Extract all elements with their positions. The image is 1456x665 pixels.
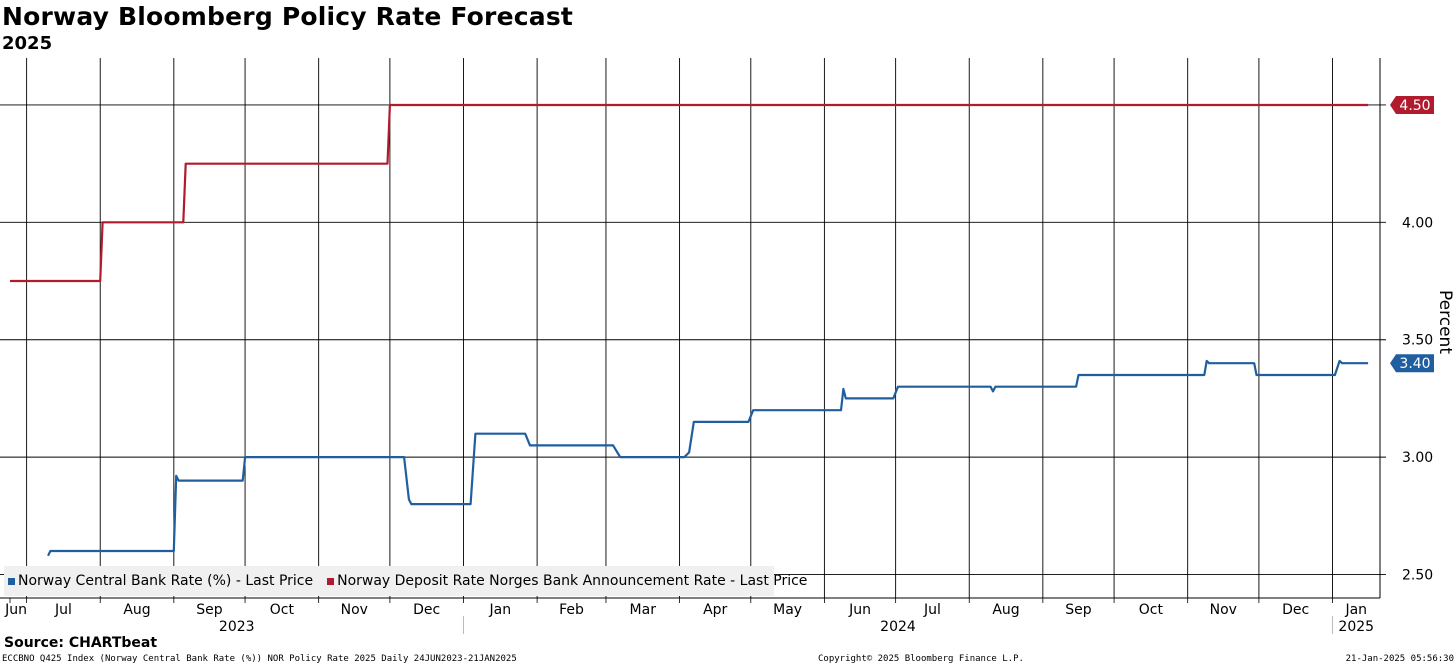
x-tick-label: May xyxy=(773,602,802,618)
x-tick-label: Sep xyxy=(1065,602,1092,618)
x-tick-label: Jun xyxy=(848,602,871,618)
y-axis: 2.50 3.00 3.50 4.00 xyxy=(1402,215,1433,583)
legend-swatch-blue xyxy=(8,577,15,585)
x-tick-label: Nov xyxy=(341,602,368,618)
grid-lines xyxy=(0,58,1386,598)
x-axis: Jun Jul Aug Sep Oct Nov Dec Jan Feb Mar Apr May Jun J… xyxy=(0,597,1380,635)
x-tick-label: Jul xyxy=(54,602,72,618)
legend-item-deposit-rate: Norway Deposit Rate Norges Bank Announce… xyxy=(327,573,807,589)
line-chart: 2.50 3.00 3.50 4.00 Jun Jul Aug Sep Oct Nov Dec Ja… xyxy=(0,58,1455,635)
series-line-1 xyxy=(10,103,1369,283)
legend-swatch-red xyxy=(327,577,335,585)
ticker-note: ECCBNO Q425 Index (Norway Central Bank R… xyxy=(2,654,517,664)
x-tick-label: Oct xyxy=(270,602,295,618)
timestamp-note: 21-Jan-2025 05:56:30 xyxy=(1345,654,1454,664)
copyright-note: Copyright© 2025 Bloomberg Finance L.P. xyxy=(818,654,1024,664)
chart-subtitle: 2025 xyxy=(2,33,53,54)
x-tick-label: Mar xyxy=(630,602,657,618)
last-value-badge xyxy=(1390,354,1434,373)
x-tick-label: Feb xyxy=(559,602,584,618)
x-tick-label: Oct xyxy=(1139,602,1164,618)
x-tick-label: Jan xyxy=(1344,602,1367,618)
last-value-label: 3.40 xyxy=(1399,356,1430,372)
series-layer xyxy=(10,103,1369,557)
y-tick-label: 4.00 xyxy=(1402,215,1433,231)
x-year-label: 2023 xyxy=(219,619,255,635)
last-value-badges: 3.40 4.50 xyxy=(1390,95,1434,373)
x-tick-label: Jun xyxy=(4,602,27,618)
legend-item-central-bank-rate: Norway Central Bank Rate (%) - Last Pric… xyxy=(8,573,313,589)
x-tick-label: Sep xyxy=(196,602,223,618)
x-tick-label: Dec xyxy=(413,602,440,618)
x-tick-label: Nov xyxy=(1210,602,1237,618)
y-tick-label: 2.50 xyxy=(1402,568,1433,584)
last-value-badge xyxy=(1390,95,1434,114)
y-axis-label: Percent xyxy=(1435,290,1455,354)
chart-title: Norway Bloomberg Policy Rate Forecast xyxy=(2,2,574,31)
x-tick-label: Apr xyxy=(703,602,727,618)
x-tick-label: Aug xyxy=(123,602,150,618)
x-tick-label: Dec xyxy=(1282,602,1309,618)
chart-legend: Norway Central Bank Rate (%) - Last Pric… xyxy=(4,566,807,596)
x-tick-label: Jan xyxy=(489,602,512,618)
legend-label-central-bank-rate: Norway Central Bank Rate (%) - Last Pric… xyxy=(18,573,314,589)
x-tick-label: Jul xyxy=(923,602,941,618)
x-year-label: 2025 xyxy=(1338,619,1374,635)
x-tick-label: Aug xyxy=(992,602,1019,618)
x-year-label: 2024 xyxy=(880,619,916,635)
y-tick-label: 3.50 xyxy=(1402,333,1433,349)
legend-label-deposit-rate: Norway Deposit Rate Norges Bank Announce… xyxy=(337,573,808,589)
y-tick-label: 3.00 xyxy=(1402,450,1433,466)
last-value-label: 4.50 xyxy=(1399,98,1430,114)
series-line-0 xyxy=(47,359,1369,557)
source-note: Source: CHARTbeat xyxy=(4,635,158,651)
